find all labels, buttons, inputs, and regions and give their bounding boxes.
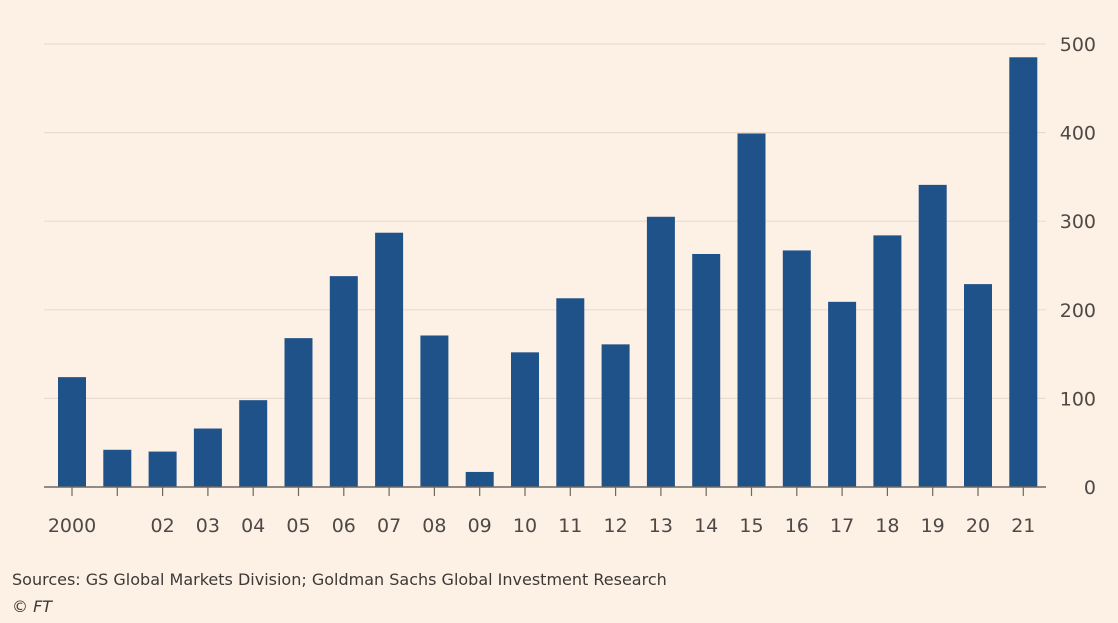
bar (601, 344, 630, 487)
bar (103, 449, 132, 487)
bars (58, 57, 1038, 487)
x-tick-label: 02 (151, 515, 175, 537)
y-tick-label: 100 (1060, 388, 1096, 410)
bar (375, 232, 404, 487)
chart-sources: Sources: GS Global Markets Division; Gol… (12, 570, 667, 589)
x-tick-label: 16 (785, 515, 809, 537)
y-tick-label: 0 (1084, 477, 1096, 499)
bar (918, 184, 947, 487)
bar (148, 451, 177, 487)
bar (692, 253, 721, 487)
chart-credit: © FT (12, 597, 53, 616)
bar (58, 377, 86, 487)
x-tick-label: 13 (649, 515, 673, 537)
x-tick-label: 11 (558, 515, 582, 537)
x-tick-label: 2000 (48, 515, 96, 537)
x-tick-label: 17 (830, 515, 854, 537)
x-tick-label: 14 (694, 515, 718, 537)
x-axis (44, 486, 1046, 496)
x-tick-label: 18 (875, 515, 899, 537)
bar (193, 428, 222, 487)
x-tick-label: 19 (921, 515, 945, 537)
bar (511, 352, 539, 487)
bar (873, 235, 902, 487)
bar (828, 301, 857, 487)
x-tick-label: 06 (332, 515, 356, 537)
y-tick-label: 300 (1060, 211, 1096, 233)
bar (556, 298, 585, 487)
y-tick-label: 400 (1060, 123, 1096, 145)
x-tick-label: 07 (377, 515, 401, 537)
bar (420, 335, 449, 487)
bar (1009, 57, 1038, 487)
bar (284, 338, 313, 487)
bar (465, 471, 494, 487)
x-tick-label: 20 (966, 515, 990, 537)
bar (329, 276, 358, 487)
y-tick-labels: 0 100 200 300 400 500 (1060, 34, 1096, 499)
y-tick-label: 500 (1060, 34, 1096, 56)
x-tick-label: 04 (241, 515, 265, 537)
x-tick-label: 03 (196, 515, 220, 537)
y-tick-label: 200 (1060, 300, 1096, 322)
bar (737, 133, 766, 487)
x-tick-label: 15 (739, 515, 763, 537)
x-tick-label: 10 (513, 515, 537, 537)
x-tick-label: 12 (604, 515, 628, 537)
x-tick-labels: 2000 02 03 04 05 06 07 08 09 10 11 12 13 14 15 16 17 18 19… (48, 515, 1036, 537)
bar (782, 250, 811, 487)
bar (646, 216, 675, 487)
x-tick-label: 08 (422, 515, 446, 537)
bar (239, 400, 268, 487)
x-tick-label: 09 (468, 515, 492, 537)
x-tick-label: 21 (1011, 515, 1035, 537)
x-tick-label: 05 (286, 515, 310, 537)
bar (964, 284, 992, 487)
